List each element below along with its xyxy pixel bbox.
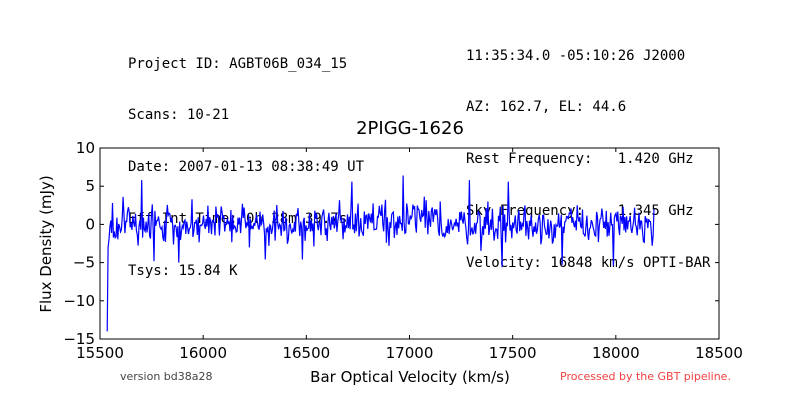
- rest-frequency-line: Rest Frequency: 1.420 GHz: [466, 151, 694, 168]
- y-tick-label: 0: [85, 215, 95, 233]
- date-line: Date: 2007-01-13 08:38:49 UT: [128, 159, 365, 176]
- az-el-line: AZ: 162.7, EL: 44.6: [466, 99, 627, 116]
- y-tick-label: −15: [63, 330, 95, 348]
- version-note: version bd38a28: [120, 370, 213, 383]
- project-id-line: Project ID: AGBT06B_034_15: [128, 55, 348, 72]
- plot-area: [106, 175, 655, 332]
- x-tick-label: 16500: [282, 344, 330, 362]
- x-tick-label: 18000: [592, 344, 640, 362]
- x-tick-label: 17500: [489, 344, 537, 362]
- sky-frequency-line: Sky Frequency: 1.345 GHz: [466, 203, 694, 220]
- axis-ticks: 15500 16000 16500 17000 17500 18000 18500 −15 −1…: [63, 139, 743, 362]
- y-tick-label: 10: [76, 139, 95, 157]
- x-tick-label: 17000: [386, 344, 434, 362]
- x-axis-label: Bar Optical Velocity (km/s): [310, 368, 510, 386]
- y-tick-label: 5: [85, 177, 95, 195]
- x-tick-label: 16000: [179, 344, 227, 362]
- coordinates-line: 11:35:34.0 -05:10:26 J2000: [466, 47, 686, 64]
- plot-frame: [99, 147, 720, 340]
- tsys-line: Tsys: 15.84 K: [128, 263, 238, 280]
- x-tick-label: 18500: [695, 344, 743, 362]
- y-tick-label: −10: [63, 292, 95, 310]
- chart-title: 2PIGG-1626: [356, 118, 464, 139]
- scans-line: Scans: 10-21: [128, 107, 230, 124]
- x-tick-label: 15500: [76, 344, 124, 362]
- header-info-right: 11:35:34.0 -05:10:26 J2000 AZ: 162.7, EL…: [466, 13, 710, 290]
- pipeline-note: Processed by the GBT pipeline.: [560, 370, 731, 383]
- y-axis-label: Flux Density (mJy): [37, 175, 55, 312]
- y-tick-label: −5: [73, 254, 95, 272]
- spectrum-line: [106, 175, 655, 332]
- velocity-line: Velocity: 16848 km/s OPTI-BAR: [466, 255, 711, 272]
